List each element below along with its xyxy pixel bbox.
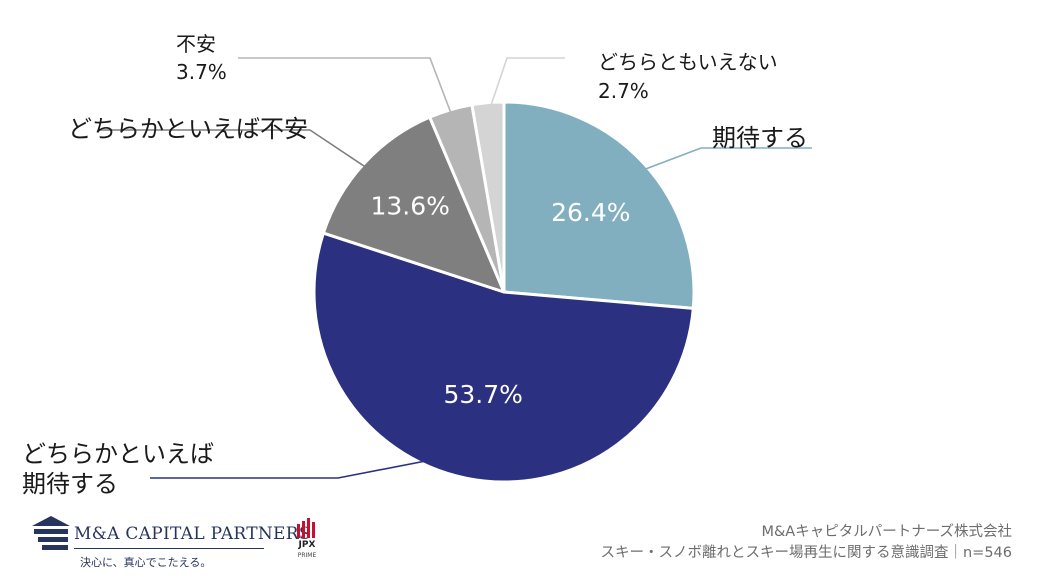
slice-category-label: 不安 — [176, 32, 216, 56]
slice-category-label: 期待する — [712, 124, 808, 152]
jpx-mark-icon — [297, 518, 315, 538]
capital-building-icon — [32, 516, 70, 550]
pie-slice — [502, 100, 696, 310]
leader-line — [238, 57, 454, 120]
slice-value-label: 26.4% — [551, 198, 630, 227]
credit-company: M&Aキャピタルパートナーズ株式会社 — [761, 524, 1012, 540]
leader-line — [487, 57, 565, 113]
jpx-prime-badge: JPX PRIME — [287, 518, 327, 568]
credit-survey: スキー・スノボ離れとスキー場再生に関する意識調査｜n=546 — [600, 545, 1012, 561]
pie-slice — [470, 100, 506, 294]
logo-divider — [74, 548, 264, 549]
leader-line — [150, 451, 472, 479]
slice-category-label: どちらかといえば不安 — [68, 115, 308, 143]
pie-slice — [321, 115, 506, 294]
slice-value-label: 13.6% — [370, 191, 449, 220]
slice-category-label: 期待する — [22, 470, 118, 498]
leader-line — [632, 147, 812, 175]
slice-category-label: 3.7% — [176, 60, 227, 84]
company-tagline: 決心に、真心でこたえる。 — [80, 556, 212, 569]
slice-value-label: 53.7% — [443, 380, 522, 409]
slice-category-label: どちらともいえない — [598, 50, 778, 74]
leader-line — [100, 129, 375, 174]
company-logo-name: M&A CAPITAL PARTNERS — [74, 524, 311, 544]
pie-slice — [312, 231, 695, 484]
source-credit: M&Aキャピタルパートナーズ株式会社 スキー・スノボ離れとスキー場再生に関する意… — [600, 522, 1012, 564]
jpx-prime-label: PRIME — [297, 552, 317, 559]
company-logo: M&A CAPITAL PARTNERS 決心に、真心でこたえる。 — [30, 514, 310, 576]
jpx-label: JPX — [298, 540, 316, 550]
slice-category-label: どちらかといえば — [22, 440, 214, 468]
slice-category-label: 2.7% — [598, 79, 649, 103]
